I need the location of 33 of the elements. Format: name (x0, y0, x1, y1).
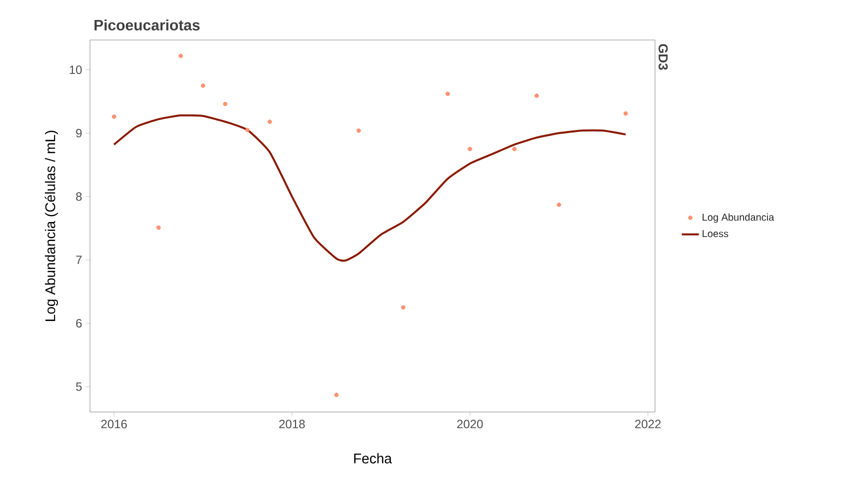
y-tick-label: 7 (76, 256, 82, 264)
y-tick-label: 10 (70, 66, 82, 74)
y-tick-label: 9 (76, 128, 82, 138)
legend-label: Log Abundancia (702, 213, 774, 223)
chart-title: Picoeucariotas (94, 19, 200, 30)
x-tick-label: 2016 (101, 420, 127, 428)
y-axis-title: Log Abundancia (Células / mL) (44, 130, 58, 321)
point (401, 305, 406, 310)
x-axis-title: Fecha (354, 453, 392, 464)
point (245, 128, 250, 132)
point (334, 392, 339, 398)
line-series (113, 114, 627, 262)
text: GD3 (658, 44, 668, 70)
point (556, 202, 562, 207)
x-tick-label: 2020 (457, 420, 483, 428)
point (468, 146, 472, 152)
y-tick-label: 5 (76, 382, 82, 391)
x-tick-label: 2018 (279, 420, 305, 428)
y-tick-label: 8 (76, 192, 82, 201)
point (534, 94, 539, 98)
x-tick-label: 2022 (635, 420, 661, 428)
point (223, 102, 228, 106)
point (512, 146, 517, 152)
point (445, 92, 450, 96)
point (178, 54, 183, 58)
point (112, 114, 116, 119)
legend-label: Loess (702, 230, 728, 238)
y-tick-label: 6 (76, 319, 82, 328)
point (200, 83, 206, 88)
point (623, 111, 628, 116)
point (356, 128, 361, 133)
point (156, 225, 161, 230)
point (268, 120, 272, 124)
